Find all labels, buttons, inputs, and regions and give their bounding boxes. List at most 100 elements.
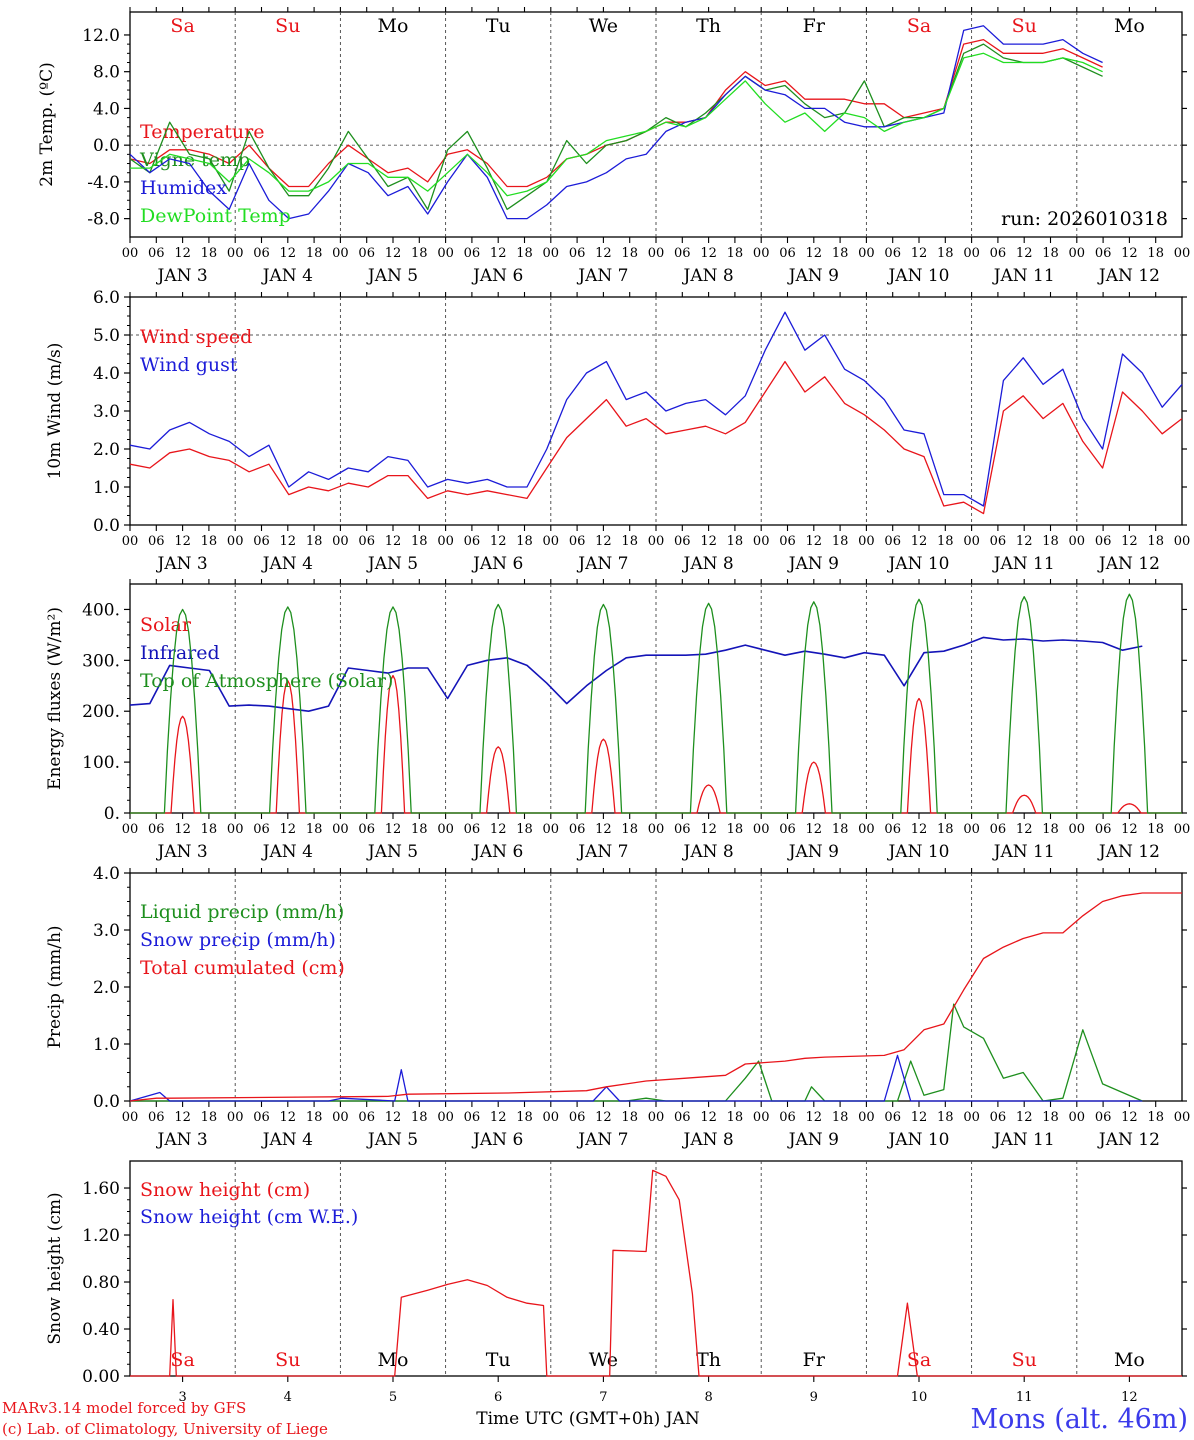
date-label: JAN 12 <box>1097 1130 1160 1150</box>
hour-label: 12 <box>174 534 191 549</box>
y-axis-title: 10m Wind (m/s) <box>45 343 65 480</box>
hour-label: 00 <box>858 1110 875 1125</box>
hour-label: 18 <box>201 1110 218 1125</box>
date-label: JAN 4 <box>261 1130 313 1150</box>
hour-label: 12 <box>595 534 612 549</box>
series-line-liquid-precip-mm-h- <box>130 1003 1143 1102</box>
hour-label: 06 <box>1095 1110 1112 1125</box>
x-axis-title: Time UTC (GMT+0h) JAN <box>476 1409 700 1429</box>
hour-label: 12 <box>595 822 612 837</box>
weekday-label: We <box>589 15 618 37</box>
hour-label: 12 <box>490 534 507 549</box>
legend-entry: Top of Atmosphere (Solar) <box>140 670 393 692</box>
y-tick-label: 1.0 <box>93 1035 120 1055</box>
weekday-label: Mo <box>378 1349 409 1371</box>
precipitation-panel: 0.0 1.0 2.0 3.0 4.0 Precip (mm/h) 00 06 12 18 JAN … <box>45 864 1190 1150</box>
hour-label: 06 <box>990 822 1007 837</box>
hour-label: 12 <box>911 246 928 261</box>
hour-label: 18 <box>1042 246 1059 261</box>
hour-label: 00 <box>227 1110 244 1125</box>
hour-label: 12 <box>280 822 297 837</box>
hour-label: 00 <box>122 246 139 261</box>
hour-label: 06 <box>148 246 165 261</box>
date-number: 10 <box>911 1390 928 1405</box>
hour-label: 12 <box>280 1110 297 1125</box>
date-number: 8 <box>704 1390 712 1405</box>
date-label: JAN 11 <box>992 266 1055 286</box>
hour-label: 18 <box>306 822 323 837</box>
series-line-snow-height-cm- <box>130 1169 1182 1377</box>
weekday-label: Sa <box>170 1349 194 1371</box>
hour-label: 00 <box>1174 246 1191 261</box>
hour-label: 06 <box>779 822 796 837</box>
temperature-panel: -8.0 -4.0 0.0 4.0 8.0 12.0 2m Temp. (ºC) 00 06 12… <box>37 7 1190 286</box>
y-tick-label: -4.0 <box>87 173 120 193</box>
hour-label: 00 <box>437 246 454 261</box>
hour-label: 00 <box>543 246 560 261</box>
hour-label: 18 <box>621 1110 638 1125</box>
model-credit: MARv3.14 model forced by GFS <box>2 1399 246 1417</box>
date-label: JAN 9 <box>787 1130 839 1150</box>
y-tick-label: 2.0 <box>93 978 120 998</box>
hour-label: 12 <box>1016 822 1033 837</box>
hour-label: 12 <box>385 1110 402 1125</box>
y-tick-label: 0.0 <box>93 516 120 536</box>
hour-label: 18 <box>937 822 954 837</box>
weekday-label: Su <box>275 1349 300 1371</box>
date-label: JAN 5 <box>366 554 418 574</box>
hour-label: 06 <box>779 246 796 261</box>
hour-label: 18 <box>516 822 533 837</box>
hour-label: 06 <box>253 246 270 261</box>
date-label: JAN 8 <box>682 554 734 574</box>
hour-label: 00 <box>858 246 875 261</box>
hour-label: 06 <box>358 246 375 261</box>
hour-label: 18 <box>201 822 218 837</box>
hour-label: 12 <box>385 822 402 837</box>
y-tick-label: 2.0 <box>93 440 120 460</box>
date-label: JAN 6 <box>471 554 523 574</box>
hour-label: 12 <box>806 246 823 261</box>
hour-label: 06 <box>884 822 901 837</box>
date-label: JAN 3 <box>156 266 208 286</box>
hour-label: 18 <box>727 822 744 837</box>
hour-label: 06 <box>148 822 165 837</box>
hour-label: 00 <box>963 1110 980 1125</box>
y-tick-label: 3.0 <box>93 921 120 941</box>
hour-label: 06 <box>569 822 586 837</box>
hour-label: 18 <box>727 534 744 549</box>
hour-label: 06 <box>253 822 270 837</box>
date-label: JAN 11 <box>992 842 1055 862</box>
hour-label: 00 <box>543 1110 560 1125</box>
weekday-label: Su <box>1012 15 1037 37</box>
y-axis-title: Precip (mm/h) <box>45 925 65 1048</box>
hour-label: 12 <box>280 534 297 549</box>
hour-label: 12 <box>174 246 191 261</box>
hour-label: 12 <box>490 822 507 837</box>
date-label: JAN 7 <box>576 266 628 286</box>
hour-label: 06 <box>674 822 691 837</box>
series-line-wind-gust <box>129 311 1183 507</box>
hour-label: 00 <box>543 534 560 549</box>
weekday-label: Tu <box>486 1349 511 1371</box>
hour-label: 00 <box>648 246 665 261</box>
series-line-wind-speed <box>129 360 1183 515</box>
hour-label: 12 <box>280 246 297 261</box>
hour-label: 12 <box>490 1110 507 1125</box>
hour-label: 00 <box>753 534 770 549</box>
hour-label: 18 <box>411 1110 428 1125</box>
y-tick-label: 6.0 <box>93 288 120 308</box>
hour-label: 00 <box>332 1110 349 1125</box>
hour-label: 06 <box>253 534 270 549</box>
date-label: JAN 7 <box>576 1130 628 1150</box>
date-label: JAN 8 <box>682 842 734 862</box>
y-tick-label: 12.0 <box>82 26 120 46</box>
hour-label: 00 <box>1174 534 1191 549</box>
hour-label: 18 <box>937 534 954 549</box>
run-annotation: run: 2026010318 <box>1001 208 1168 230</box>
hour-label: 06 <box>674 246 691 261</box>
legend-entry: Humidex <box>140 177 227 199</box>
date-number: 6 <box>494 1390 502 1405</box>
date-number: 11 <box>1016 1390 1033 1405</box>
legend-entry: Snow precip (mm/h) <box>140 929 336 951</box>
hour-label: 06 <box>464 1110 481 1125</box>
